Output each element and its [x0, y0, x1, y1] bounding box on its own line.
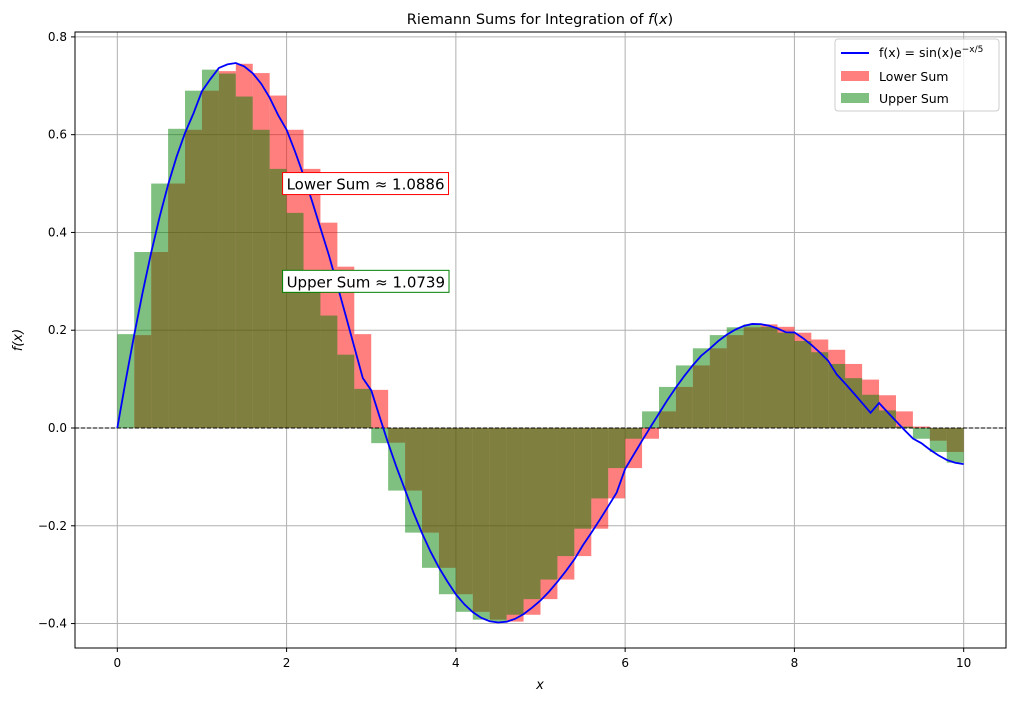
lower-sum-bar-46 — [895, 411, 913, 428]
x-tick-label-4: 8 — [791, 656, 799, 670]
upper-sum-bar-47 — [912, 428, 930, 439]
annotation-box-0 — [282, 172, 450, 196]
upper-sum-bar-37 — [743, 324, 761, 428]
upper-sum-bar-1 — [134, 252, 152, 428]
upper-sum-bar-10 — [286, 212, 304, 428]
upper-sum-bar-27 — [574, 428, 592, 529]
upper-sum-bar-5 — [201, 69, 219, 429]
function-curve-layer — [116, 62, 964, 624]
x-axis-label: x — [535, 678, 544, 693]
upper-sum-bar-19 — [438, 428, 456, 595]
upper-sum-bar-22 — [489, 428, 507, 622]
upper-sum-bar-41 — [811, 352, 829, 428]
y-tick-label-2: 0.0 — [48, 421, 67, 435]
upper-sum-bar-9 — [269, 168, 287, 428]
annotation-text-1: Upper Sum ≈ 1.0739 — [287, 273, 445, 291]
legend-curve-label-exponent: −x/5 — [962, 45, 984, 55]
y-tick-label-1: −0.2 — [38, 519, 67, 533]
upper-sum-bar-36 — [726, 327, 744, 428]
chart-title-math: f — [648, 12, 655, 28]
upper-sum-bar-48 — [929, 428, 947, 452]
x-tick-label-3: 6 — [621, 656, 629, 670]
upper-sum-bar-2 — [151, 183, 169, 428]
upper-sum-bar-17 — [405, 428, 423, 533]
upper-sum-bar-18 — [422, 428, 439, 568]
upper-sum-bar-8 — [252, 129, 270, 428]
y-tick-label-3: 0.2 — [48, 323, 67, 337]
x-tick-label-2: 4 — [452, 656, 460, 670]
upper-sum-bar-24 — [523, 428, 541, 600]
upper-sum-bar-40 — [794, 340, 812, 428]
upper-sum-bar-26 — [557, 428, 575, 557]
upper-sum-bar-43 — [845, 378, 863, 428]
annotation-box-1 — [282, 269, 450, 293]
chart-title-open-paren: ( — [653, 12, 659, 28]
legend-curve-label: f(x) = sin(x)e−x/5 — [879, 45, 983, 60]
chart-title-close-paren: ) — [668, 12, 674, 28]
legend: f(x) = sin(x)e−x/5 Lower Sum Upper Sum — [834, 38, 1000, 112]
y-tick-label-0: −0.4 — [38, 617, 67, 631]
lower-sum-bar-15 — [371, 389, 389, 428]
plot-frame — [74, 31, 1007, 649]
y-tick-label-5: 0.6 — [48, 128, 67, 142]
y-axis-label: f(x) — [11, 329, 26, 351]
upper-sum-bar-4 — [185, 90, 202, 429]
y-tick-label-6: 0.8 — [48, 30, 67, 44]
annotation-upper-sum: Upper Sum ≈ 1.0739 — [282, 269, 450, 293]
annotation-lower-sum: Lower Sum ≈ 1.0886 — [282, 172, 450, 196]
x-tick-label-0: 0 — [113, 656, 121, 670]
riemann-bars — [117, 63, 964, 622]
legend-curve-label-main: f(x) = sin(x)e — [879, 45, 962, 60]
lower-sum-bar-47 — [912, 426, 930, 428]
y-tick-label-4: 0.4 — [48, 225, 67, 239]
upper-sum-bar-44 — [862, 394, 880, 428]
upper-sum-bar-34 — [692, 348, 710, 428]
upper-sum-bar-25 — [540, 428, 558, 580]
chart-title: Riemann Sums for Integration of f(x) — [407, 12, 673, 28]
upper-sum-bar-16 — [388, 428, 406, 491]
upper-sum-bar-46 — [895, 426, 913, 428]
upper-sum-bar-32 — [658, 386, 676, 428]
upper-sum-bar-21 — [472, 428, 490, 620]
upper-sum-bar-11 — [303, 276, 321, 428]
axis-ticks: 0 2 4 6 8 10 −0.4 −0.2 0.0 0.2 0.4 0.6 0.8 — [38, 30, 971, 670]
chart-title-prefix: Riemann Sums for Integration of — [407, 12, 648, 28]
upper-sum-bar-49 — [946, 428, 964, 463]
legend-lower-label: Lower Sum — [879, 69, 948, 84]
lower-sum-bar-31 — [642, 428, 659, 439]
upper-sum-bar-14 — [354, 388, 372, 428]
upper-sum-bar-38 — [760, 326, 778, 428]
upper-sum-bar-3 — [168, 128, 186, 429]
annotations: Lower Sum ≈ 1.0886 Upper Sum ≈ 1.0739 — [282, 172, 450, 293]
chart-title-var: x — [658, 12, 668, 28]
legend-upper-label: Upper Sum — [879, 91, 949, 106]
upper-sum-bar-29 — [608, 428, 626, 469]
upper-sum-bar-20 — [455, 428, 473, 612]
upper-sum-bar-35 — [709, 335, 727, 428]
upper-sum-bar-31 — [642, 411, 659, 428]
upper-sum-bar-7 — [235, 96, 253, 429]
upper-sum-bar-13 — [337, 354, 355, 428]
upper-sum-bar-39 — [777, 332, 795, 428]
annotation-text-0: Lower Sum ≈ 1.0886 — [287, 176, 445, 194]
upper-sum-bar-30 — [625, 428, 643, 439]
upper-sum-bar-12 — [320, 315, 338, 428]
upper-sum-bar-28 — [591, 428, 609, 499]
x-tick-label-1: 2 — [283, 656, 291, 670]
legend-box — [834, 38, 1000, 112]
legend-upper-swatch — [841, 93, 869, 103]
bar-series-upper-sum — [117, 69, 964, 622]
legend-lower-swatch — [841, 71, 869, 81]
upper-sum-bar-6 — [218, 73, 236, 429]
function-curve — [116, 62, 964, 624]
upper-sum-bar-45 — [879, 410, 896, 428]
upper-sum-bar-23 — [506, 428, 524, 615]
x-tick-label-5: 10 — [956, 656, 971, 670]
